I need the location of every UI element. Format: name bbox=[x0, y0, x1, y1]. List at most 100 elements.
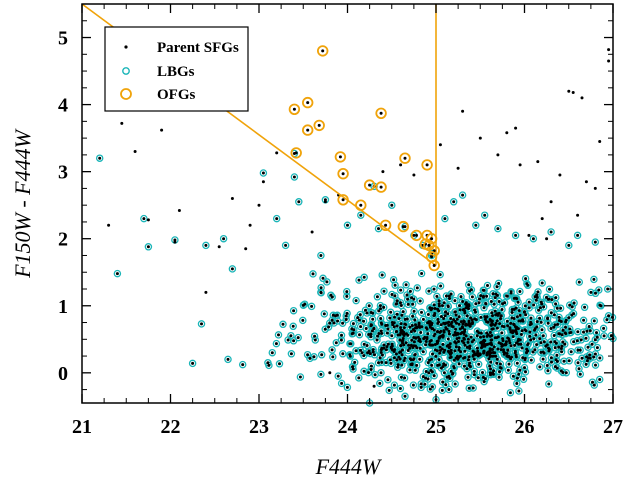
parent-point bbox=[411, 314, 415, 318]
parent-point bbox=[555, 366, 559, 370]
ofg-point-dot bbox=[379, 185, 383, 189]
parent-point bbox=[453, 340, 457, 344]
parent-point bbox=[438, 351, 442, 355]
parent-point bbox=[523, 356, 527, 360]
lbg-point bbox=[472, 221, 480, 230]
parent-point bbox=[592, 383, 596, 387]
parent-point bbox=[346, 223, 349, 227]
lbg-point bbox=[410, 307, 418, 316]
parent-point bbox=[386, 342, 390, 346]
lbg-point bbox=[378, 271, 386, 279]
parent-point bbox=[554, 341, 558, 345]
lbg-point bbox=[401, 392, 409, 401]
parent-point bbox=[345, 311, 349, 315]
lbg-point bbox=[511, 231, 520, 240]
ofg-point bbox=[428, 259, 440, 272]
parent-point bbox=[411, 328, 415, 331]
lbg-point bbox=[459, 354, 468, 362]
parent-point bbox=[226, 357, 230, 361]
parent-point bbox=[431, 352, 434, 356]
parent-point bbox=[519, 319, 523, 323]
parent-point bbox=[515, 376, 519, 380]
parent-point bbox=[533, 295, 537, 299]
parent-point bbox=[588, 329, 592, 333]
lbg-point bbox=[416, 297, 424, 305]
lbg-point bbox=[593, 343, 602, 352]
lbg-point bbox=[268, 348, 277, 357]
parent-point bbox=[546, 316, 550, 320]
ofg-point-dot bbox=[306, 101, 310, 105]
parent-point bbox=[382, 346, 386, 350]
parent-point bbox=[549, 356, 553, 360]
lbg-point bbox=[569, 309, 578, 318]
lbg-point bbox=[600, 332, 608, 340]
parent-point bbox=[514, 233, 518, 237]
y-tick-label: 5 bbox=[58, 28, 68, 50]
lbg-point bbox=[389, 275, 398, 284]
lbg-point bbox=[289, 322, 297, 331]
parent-point bbox=[514, 296, 518, 300]
parent-point bbox=[497, 300, 501, 303]
parent-point bbox=[312, 355, 316, 359]
lbg-point bbox=[355, 330, 364, 339]
parent-point bbox=[609, 334, 613, 338]
parent-point bbox=[562, 359, 566, 363]
lbg-point bbox=[441, 214, 449, 223]
parent-point bbox=[378, 381, 382, 385]
parent-point bbox=[577, 367, 581, 371]
parent-point bbox=[561, 328, 565, 332]
lbg-point bbox=[259, 169, 268, 177]
parent-point bbox=[399, 301, 402, 305]
parent-point bbox=[580, 96, 584, 100]
parent-point bbox=[416, 335, 420, 339]
ofg-point bbox=[337, 194, 349, 206]
lbg-point bbox=[343, 292, 351, 301]
lbg-point bbox=[464, 373, 472, 382]
parent-point bbox=[496, 347, 500, 351]
parent-point bbox=[552, 313, 556, 317]
parent-point bbox=[311, 272, 315, 276]
parent-point bbox=[567, 243, 571, 247]
parent-point bbox=[539, 350, 543, 354]
parent-point bbox=[408, 325, 412, 329]
x-tick-label: 27 bbox=[603, 416, 623, 438]
parent-point bbox=[267, 363, 271, 367]
parent-point bbox=[546, 321, 550, 325]
parent-point bbox=[484, 302, 488, 306]
ofg-point bbox=[410, 229, 423, 242]
parent-point bbox=[362, 342, 366, 346]
lbg-point bbox=[568, 311, 576, 319]
parent-point bbox=[451, 325, 455, 329]
parent-point bbox=[602, 326, 606, 330]
parent-point bbox=[498, 322, 502, 326]
lbg-point bbox=[197, 320, 206, 328]
parent-point bbox=[441, 335, 445, 339]
ofg-point bbox=[375, 181, 387, 193]
parent-point bbox=[592, 319, 596, 323]
parent-point bbox=[275, 151, 279, 155]
parent-point bbox=[594, 363, 597, 367]
parent-point bbox=[200, 322, 203, 326]
parent-point bbox=[173, 240, 177, 244]
parent-point bbox=[533, 348, 537, 352]
lbg-point bbox=[287, 350, 296, 358]
parent-point bbox=[470, 295, 474, 299]
parent-point bbox=[531, 350, 535, 354]
parent-point bbox=[385, 331, 389, 335]
parent-point bbox=[515, 332, 519, 336]
parent-point bbox=[313, 334, 317, 338]
axis-ticks bbox=[81, 3, 614, 403]
parent-point bbox=[458, 304, 461, 308]
lbg-point bbox=[393, 310, 401, 318]
ofg-point-dot bbox=[430, 237, 434, 241]
parent-point bbox=[313, 338, 317, 342]
lbg-point bbox=[390, 381, 399, 389]
lbg-point bbox=[406, 323, 414, 331]
parent-point bbox=[432, 287, 436, 291]
x-tick-label: 21 bbox=[72, 416, 92, 438]
parent-point bbox=[373, 353, 376, 357]
lbg-point bbox=[423, 325, 431, 333]
lbg-point bbox=[299, 301, 308, 309]
parent-point bbox=[403, 376, 407, 380]
lbg-point bbox=[588, 378, 597, 386]
